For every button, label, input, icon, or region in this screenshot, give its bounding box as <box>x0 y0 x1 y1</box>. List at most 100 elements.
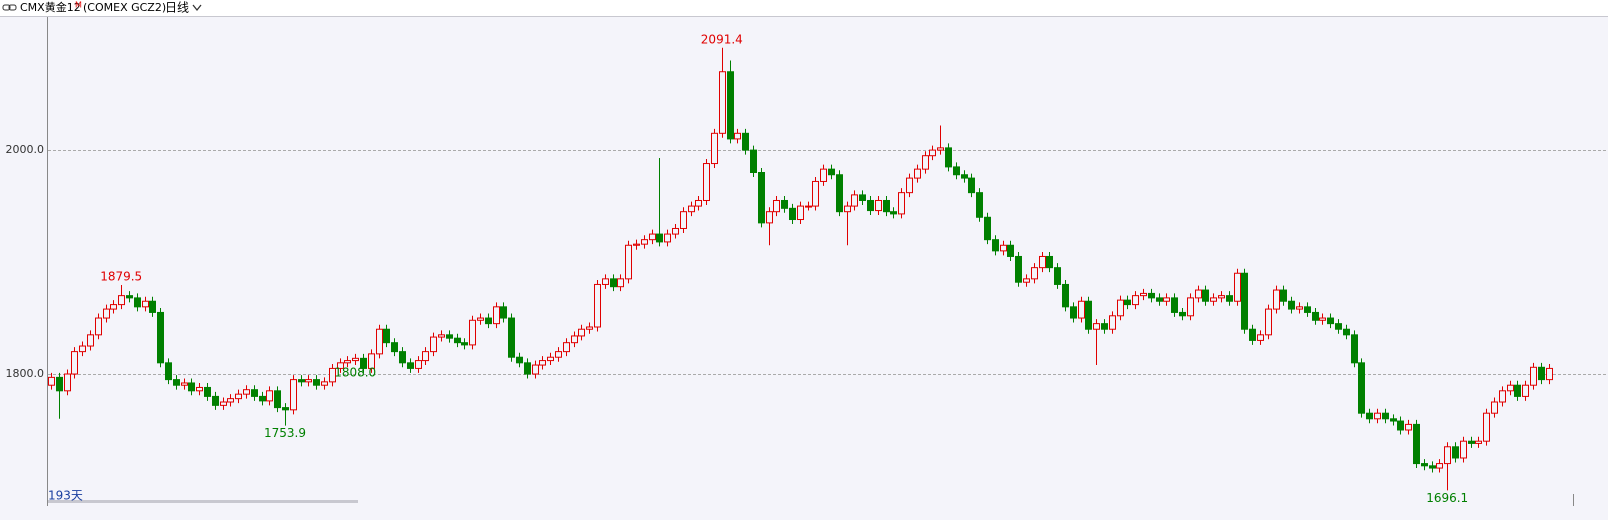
candle-body <box>282 407 289 411</box>
candle-body <box>875 199 882 212</box>
candle-body <box>828 168 835 176</box>
candle-body <box>703 163 710 201</box>
candle-body <box>251 389 258 397</box>
candle-body <box>1429 465 1436 469</box>
candle-body <box>212 395 219 406</box>
candle-body <box>1241 272 1248 330</box>
candle-body <box>805 205 812 208</box>
candle-body <box>493 306 500 325</box>
candle-body <box>929 149 936 157</box>
candle-body <box>1374 412 1381 420</box>
candle-body <box>688 205 695 213</box>
candle-body <box>797 205 804 221</box>
candle-body <box>196 386 203 392</box>
code: (COMEX GCZ2) <box>83 1 166 14</box>
candle-body <box>305 379 312 383</box>
y-tick-label: 1800.0 <box>6 367 45 380</box>
candle-body <box>1226 295 1233 302</box>
candle-body <box>532 364 539 375</box>
dropdown-arrow[interactable] <box>192 4 202 12</box>
candle-body <box>1117 299 1124 317</box>
candle-body <box>563 342 570 353</box>
candle-body <box>1507 384 1514 392</box>
candle-body <box>1148 292 1155 299</box>
candle-body <box>1351 334 1358 364</box>
candle-body <box>48 376 55 386</box>
candle-body <box>235 393 242 400</box>
candle-body <box>321 381 328 386</box>
candle-body <box>1343 328 1350 336</box>
candle-body <box>227 398 234 403</box>
low-label: 1808.0 <box>334 366 376 380</box>
candle-body <box>1468 440 1475 444</box>
candle-body <box>1179 311 1186 317</box>
candle-body <box>1538 366 1545 381</box>
period[interactable]: 日线 <box>165 1 189 15</box>
badge: M <box>75 1 82 10</box>
candle-body <box>1109 315 1116 330</box>
candle-body <box>625 244 632 280</box>
candle-body <box>945 147 952 168</box>
candle-body <box>1335 323 1342 330</box>
day-count: 193天 <box>48 489 83 503</box>
candle-body <box>672 227 679 235</box>
y-tick-label: 2000.0 <box>6 143 45 156</box>
candle-body <box>290 379 297 411</box>
candle-body <box>617 278 624 288</box>
candle-body <box>968 177 975 194</box>
candle-body <box>1187 297 1194 317</box>
candle-body <box>1288 300 1295 310</box>
candle-body <box>883 199 890 213</box>
candle-body <box>922 155 929 170</box>
candle-body <box>1530 366 1537 386</box>
candle-body <box>500 306 507 319</box>
candle-body <box>633 243 640 246</box>
candle-body <box>641 239 648 245</box>
candle-body <box>461 342 468 346</box>
candle-body <box>1078 300 1085 319</box>
candle-body <box>1140 292 1147 297</box>
candle-body <box>890 211 897 215</box>
candle-body <box>1327 317 1334 325</box>
candle-body <box>1444 446 1451 465</box>
candle-body <box>1093 323 1100 330</box>
candle-body <box>547 356 554 362</box>
candle-body <box>937 147 944 151</box>
candle-body <box>851 194 858 207</box>
candle-body <box>1234 272 1241 302</box>
candle-body <box>836 174 843 213</box>
candle-body <box>188 382 195 392</box>
candle-body <box>1085 300 1092 330</box>
candle-body <box>516 356 523 364</box>
candle-body <box>1319 317 1326 321</box>
candle-body <box>1312 311 1319 321</box>
low-label: 1753.9 <box>264 426 306 440</box>
candle-body <box>789 207 796 221</box>
candle-body <box>859 194 866 201</box>
candle-body <box>742 132 749 151</box>
candle-body <box>906 177 913 194</box>
candle-body <box>352 357 359 362</box>
candle-body <box>961 174 968 179</box>
candle-body <box>329 367 336 383</box>
candle-body <box>274 390 281 409</box>
candle-body <box>95 317 102 336</box>
candle-body <box>524 362 531 375</box>
candle-body <box>1460 440 1467 459</box>
candle-body <box>149 300 156 313</box>
candle-body <box>578 328 585 337</box>
candle-body <box>1265 308 1272 336</box>
high-label: 1879.5 <box>100 270 142 284</box>
candle-body <box>1124 299 1131 306</box>
candle-body <box>165 362 172 381</box>
candle-body <box>758 171 765 224</box>
candle-body <box>1070 306 1077 319</box>
candle-body <box>1358 362 1365 414</box>
scrollbar[interactable] <box>48 500 358 503</box>
candle-body <box>71 351 78 375</box>
candle-body <box>1514 384 1521 397</box>
candle-body <box>243 389 250 395</box>
candle-body <box>134 297 141 308</box>
candle-body <box>79 345 86 353</box>
